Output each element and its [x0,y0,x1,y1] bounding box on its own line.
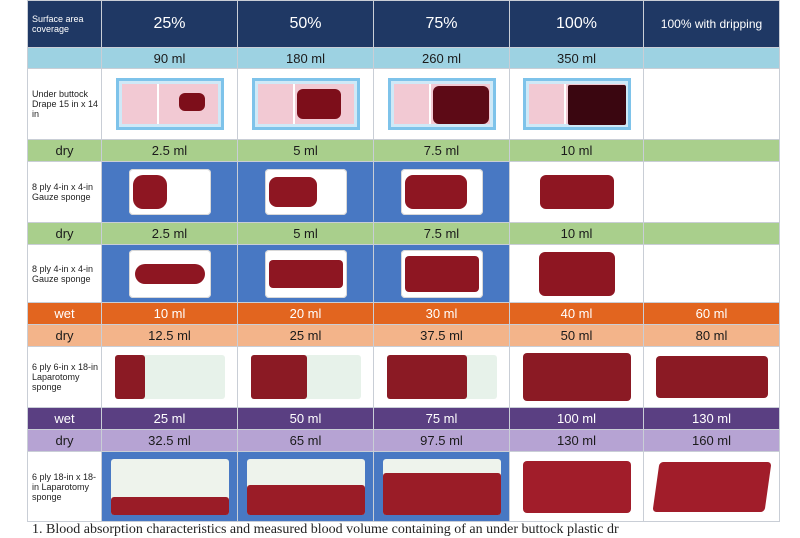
gauze-photo [400,249,483,298]
row-label: wet [27,407,102,430]
laparotomy-sponge-photo [110,458,229,515]
drape-label: Under buttock Drape 15 in x 14 in [27,68,102,140]
header-row: Surface area coverage 25% 50% 75% 100% 1… [27,0,780,48]
col-100: 100% [509,0,644,48]
row-label: dry [27,222,102,245]
volume-row: 90 ml 180 ml 260 ml 350 ml [27,47,780,69]
value-cell: 80 ml [643,324,780,347]
row-label: dry [27,139,102,162]
value-cell: 130 ml [643,407,780,430]
gauze-photo [264,169,347,215]
value-cell: 10 ml [509,139,644,162]
row-label: wet [27,302,102,325]
laparotomy-sponge-photo [114,355,225,399]
laparotomy-sponge-photo [522,353,631,401]
lap1-dry-row: dry 32.5 ml 65 ml 97.5 ml 130 ml 160 ml [27,429,780,452]
value-cell: 30 ml [373,302,510,325]
value-cell: 160 ml [643,429,780,452]
gauze1-label: 8 ply 4-in x 4-in Gauze sponge [27,161,102,223]
volume-cell: 260 ml [373,47,510,69]
value-cell: 25 ml [237,324,374,347]
value-cell: 75 ml [373,407,510,430]
col-100-dripping: 100% with dripping [643,0,780,48]
value-cell: 10 ml [509,222,644,245]
gauze-photo [539,175,614,209]
laparotomy-sponge-photo [651,461,772,512]
volume-cell [643,47,780,69]
drape-photo [251,78,360,130]
row-label: dry [27,324,102,347]
value-cell [643,139,780,162]
value-cell: 25 ml [101,407,238,430]
gauze-photo [538,251,615,296]
gauze1-image-row: 8 ply 4-in x 4-in Gauze sponge [27,161,780,223]
value-cell: 5 ml [237,139,374,162]
volume-cell: 180 ml [237,47,374,69]
gauze2-label: 8 ply 4-in x 4-in Gauze sponge [27,244,102,303]
gauze-photo [400,169,483,215]
value-cell: 12.5 ml [101,324,238,347]
drape-photo [387,78,496,130]
value-cell: 50 ml [509,324,644,347]
value-cell: 100 ml [509,407,644,430]
header-label: Surface area coverage [27,0,102,48]
value-cell: 5 ml [237,222,374,245]
col-75: 75% [373,0,510,48]
lap1-wet-row: wet 25 ml 50 ml 75 ml 100 ml 130 ml [27,407,780,430]
figure-caption: 1. Blood absorption characteristics and … [32,522,619,537]
laparotomy-sponge-photo [386,355,497,399]
value-cell: 37.5 ml [373,324,510,347]
volume-cell: 90 ml [101,47,238,69]
value-cell: 65 ml [237,429,374,452]
gauze2-image-row: 8 ply 4-in x 4-in Gauze sponge [27,244,780,303]
row-label: dry [27,429,102,452]
gauze-photo [264,249,347,298]
laparotomy-sponge-photo [522,460,631,513]
volume-cell: 350 ml [509,47,644,69]
value-cell: 2.5 ml [101,222,238,245]
col-50: 50% [237,0,374,48]
value-cell: 2.5 ml [101,139,238,162]
value-cell: 60 ml [643,302,780,325]
drape-photo [115,78,224,130]
gauze2-wet-row: wet 10 ml 20 ml 30 ml 40 ml 60 ml [27,302,780,325]
value-cell: 20 ml [237,302,374,325]
lap1-image-row: 6 ply 6-in x 18-in Laparotomy sponge [27,346,780,408]
laparotomy-sponge-photo [246,458,365,515]
drape-dry-row: dry 2.5 ml 5 ml 7.5 ml 10 ml [27,139,780,162]
value-cell: 7.5 ml [373,139,510,162]
value-cell: 130 ml [509,429,644,452]
value-cell: 97.5 ml [373,429,510,452]
blood-absorption-table: Surface area coverage 25% 50% 75% 100% 1… [27,0,780,522]
lap1-label: 6 ply 6-in x 18-in Laparotomy sponge [27,346,102,408]
laparotomy-sponge-photo [382,458,501,515]
lap2-label: 6 ply 18-in x 18-in Laparotomy sponge [27,451,102,522]
value-cell: 40 ml [509,302,644,325]
value-cell: 50 ml [237,407,374,430]
col-25: 25% [101,0,238,48]
drape-image-row: Under buttock Drape 15 in x 14 in [27,68,780,140]
value-cell: 32.5 ml [101,429,238,452]
value-cell: 7.5 ml [373,222,510,245]
lap2-image-row: 6 ply 18-in x 18-in Laparotomy sponge [27,451,780,522]
laparotomy-sponge-photo [250,355,361,399]
drape-photo [522,78,631,130]
gauze-photo [128,249,211,298]
gauze-photo [128,169,211,215]
laparotomy-sponge-photo [655,356,768,398]
gauze1-dry-row: dry 2.5 ml 5 ml 7.5 ml 10 ml [27,222,780,245]
gauze2-dry-row: dry 12.5 ml 25 ml 37.5 ml 50 ml 80 ml [27,324,780,347]
value-cell: 10 ml [101,302,238,325]
value-cell [643,222,780,245]
